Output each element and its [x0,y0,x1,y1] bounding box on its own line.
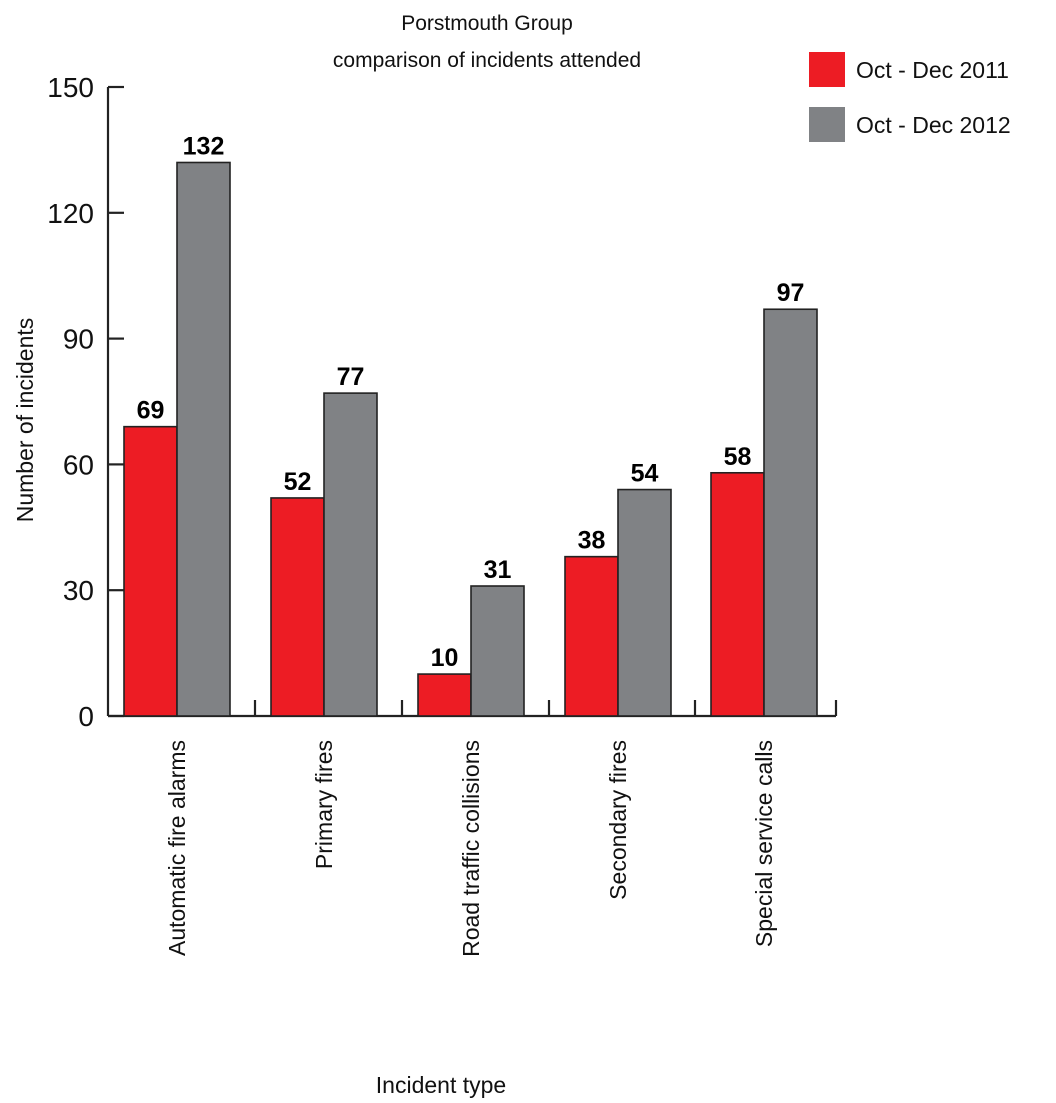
bar-automatic-fire-alarms-oct-dec-2011 [123,425,178,717]
data-label-secondary-fires-oct-dec-2011: 38 [578,527,606,555]
category-label-special-service-calls: Special service calls [751,740,777,947]
y-axis-title: Number of incidents [12,318,38,523]
category-label-road-traffic-collisions: Road traffic collisions [458,740,484,957]
bar-primary-fires-oct-dec-2012 [323,392,378,717]
category-labels: Automatic fire alarms Primary fires Road t… [164,740,777,957]
data-label-primary-fires-oct-dec-2012: 77 [337,363,365,391]
y-tick-label: 0 [78,701,94,732]
legend-swatch-oct-dec-2012 [809,107,845,142]
bar-secondary-fires-oct-dec-2011 [564,555,619,717]
bar-road-traffic-collisions-oct-dec-2012 [470,585,525,717]
y-axis: 0 30 60 90 120 150 [47,72,124,732]
data-label-primary-fires-oct-dec-2011: 52 [284,468,312,496]
x-axis-title: Incident type [376,1072,506,1098]
category-label-secondary-fires: Secondary fires [605,740,631,900]
y-tick-label: 150 [47,72,94,103]
data-label-automatic-fire-alarms-oct-dec-2011: 69 [137,397,165,425]
y-tick-label: 30 [63,575,94,606]
y-tick-label: 60 [63,449,94,480]
legend-label-oct-dec-2012: Oct - Dec 2012 [856,112,1011,138]
bar-special-service-calls-oct-dec-2012 [763,308,818,717]
bar-special-service-calls-oct-dec-2011 [710,471,765,717]
data-label-special-service-calls-oct-dec-2011: 58 [724,443,752,471]
legend-label-oct-dec-2011: Oct - Dec 2011 [856,57,1009,83]
chart-title-line-2: comparison of incidents attended [333,49,641,72]
data-label-automatic-fire-alarms-oct-dec-2012: 132 [183,132,225,160]
y-tick-label: 120 [47,198,94,229]
legend: Oct - Dec 2011 Oct - Dec 2012 [809,52,1011,142]
bar-secondary-fires-oct-dec-2012 [617,488,672,717]
chart-title: Porstmouth Group comparison of incidents… [333,12,641,72]
bar-road-traffic-collisions-oct-dec-2011 [417,673,472,717]
bar-primary-fires-oct-dec-2011 [270,497,325,717]
category-label-primary-fires: Primary fires [311,740,337,869]
data-labels: 69 132 52 77 10 31 38 54 58 97 [137,132,805,672]
data-label-road-traffic-collisions-oct-dec-2012: 31 [484,556,512,584]
bar-automatic-fire-alarms-oct-dec-2012 [176,161,231,717]
y-tick-label: 90 [63,324,94,355]
data-label-road-traffic-collisions-oct-dec-2011: 10 [431,644,459,672]
chart-title-line-1: Porstmouth Group [401,12,573,35]
bars [123,161,818,717]
category-label-automatic-fire-alarms: Automatic fire alarms [164,740,190,956]
legend-swatch-oct-dec-2011 [809,52,845,87]
data-label-secondary-fires-oct-dec-2012: 54 [631,460,659,488]
data-label-special-service-calls-oct-dec-2012: 97 [777,279,805,307]
